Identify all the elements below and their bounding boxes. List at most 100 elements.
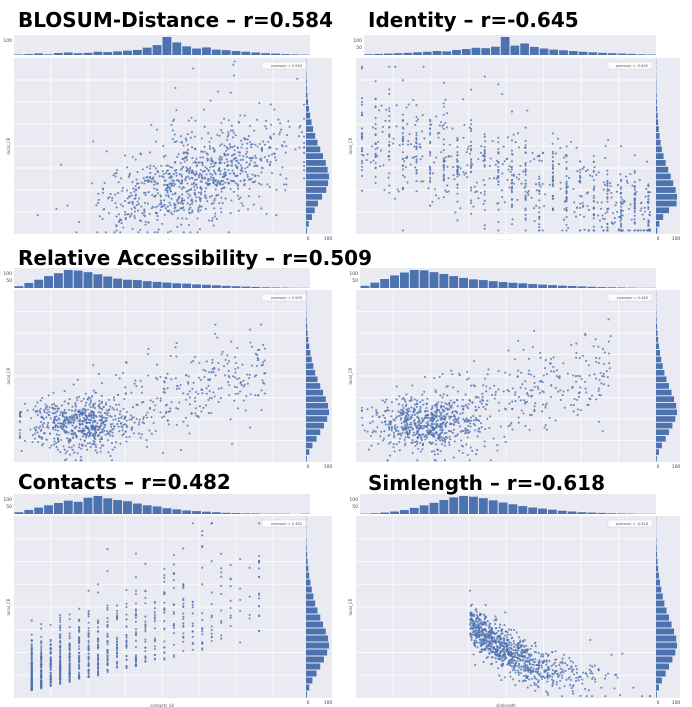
scatter-point <box>49 667 52 671</box>
scatter-point <box>203 177 207 180</box>
scatter-point <box>419 146 422 149</box>
scatter-point <box>208 396 211 400</box>
scatter-point <box>55 445 58 448</box>
scatter-point <box>565 182 568 185</box>
scatter-point <box>503 160 506 163</box>
scatter-point <box>59 646 62 649</box>
scatter-point <box>592 214 595 217</box>
scatter-point <box>107 409 110 412</box>
scatter-point <box>524 217 527 220</box>
top-histogram-bar <box>34 53 44 55</box>
scatter-point <box>528 369 531 372</box>
scatter-point <box>545 373 548 376</box>
scatter-point <box>49 661 52 664</box>
scatter-point <box>76 378 79 381</box>
scatter-point <box>238 154 241 157</box>
scatter-point <box>513 174 516 177</box>
scatter-point <box>210 522 213 525</box>
scatter-point <box>360 132 364 135</box>
scatter-point <box>239 598 242 601</box>
scatter-point <box>481 392 484 395</box>
scatter-point <box>226 138 229 141</box>
scatter-point <box>384 119 387 122</box>
scatter-point <box>592 160 595 164</box>
scatter-point <box>467 377 470 380</box>
scatter-point <box>524 194 527 197</box>
scatter-point <box>619 220 622 223</box>
scatter-point <box>201 164 204 167</box>
scatter-point <box>464 403 468 407</box>
right-histogram-bar <box>306 670 317 677</box>
scatter-point <box>239 172 242 175</box>
scatter-point <box>90 182 94 185</box>
scatter-point <box>94 443 97 446</box>
scatter-point <box>200 410 203 413</box>
scatter-point <box>171 182 174 185</box>
scatter-point <box>235 159 238 163</box>
scatter-point <box>647 224 650 227</box>
scatter-point <box>246 150 249 153</box>
scatter-point <box>600 201 603 204</box>
scatter-point <box>416 459 419 462</box>
scatter-point <box>303 135 306 138</box>
scatter-point <box>452 166 455 169</box>
scatter-point <box>125 589 128 592</box>
scatter-point <box>595 360 598 363</box>
scatter-point <box>41 396 44 399</box>
scatter-point <box>573 201 576 204</box>
scatter-point <box>452 428 455 431</box>
scatter-point <box>497 180 500 183</box>
scatter-point <box>153 648 156 651</box>
scatter-point <box>551 209 554 212</box>
scatter-point <box>82 419 85 423</box>
scatter-point <box>615 201 618 204</box>
scatter-point <box>208 147 212 150</box>
scatter-point <box>421 427 424 430</box>
scatter-point <box>510 187 514 190</box>
scatter-point <box>40 657 43 660</box>
top-histogram-bar <box>380 279 390 288</box>
scatter-point <box>109 192 112 195</box>
scatter-point <box>258 142 261 146</box>
scatter-point <box>106 634 109 638</box>
scatter-point <box>248 373 251 376</box>
scatter-point <box>179 201 182 205</box>
scatter-point <box>618 228 621 231</box>
scatter-point <box>596 201 599 204</box>
scatter-point <box>263 156 266 159</box>
scatter-point <box>163 593 166 596</box>
scatter-point <box>398 449 401 452</box>
scatter-point <box>565 192 568 195</box>
scatter-point <box>40 420 43 424</box>
scatter-point <box>81 435 84 438</box>
scatter-point <box>294 148 297 151</box>
scatter-point <box>385 398 388 401</box>
scatter-point <box>77 221 80 224</box>
scatter-point <box>587 208 590 212</box>
scatter-point <box>374 80 377 83</box>
scatter-point <box>493 397 496 400</box>
scatter-point <box>411 384 414 387</box>
scatter-point <box>229 91 232 94</box>
scatter-point <box>526 109 529 112</box>
scatter-point <box>161 175 164 178</box>
scatter-point <box>447 177 450 180</box>
scatter-point <box>444 425 448 428</box>
scatter-point <box>201 618 204 622</box>
scatter-point <box>524 387 527 390</box>
scatter-point <box>72 420 75 423</box>
scatter-point <box>425 402 428 405</box>
top-histogram-bar <box>478 280 488 288</box>
scatter-point <box>186 143 189 146</box>
scatter-point <box>629 203 632 206</box>
scatter-point <box>59 655 62 658</box>
top-histogram-bar <box>152 281 162 288</box>
scatter-point <box>201 627 204 630</box>
scatter-point <box>393 434 396 437</box>
scatter-point <box>237 209 240 212</box>
scatter-point <box>49 656 52 659</box>
scatter-point <box>145 439 148 442</box>
scatter-point <box>528 428 531 431</box>
scatter-point <box>511 428 514 431</box>
scatter-point <box>648 191 652 194</box>
